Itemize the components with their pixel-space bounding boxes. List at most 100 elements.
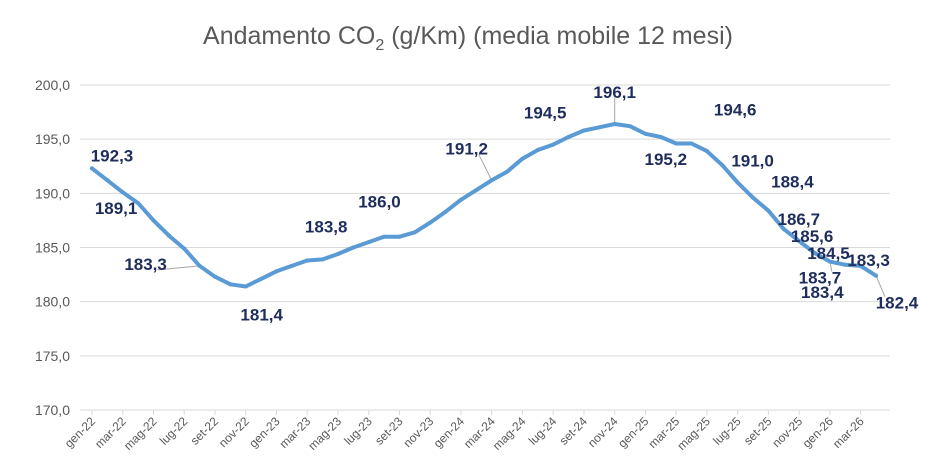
data-point: [566, 135, 571, 139]
x-tick-label: lug-24: [526, 414, 560, 448]
x-tick-label: gen-24: [431, 414, 468, 451]
y-tick-label: 185,0: [35, 240, 70, 256]
chart-title-main: Andamento CO: [203, 22, 375, 50]
x-tick-label: lug-22: [157, 414, 191, 448]
data-point: [228, 282, 233, 287]
data-label: 183,7: [799, 269, 842, 288]
data-point: [443, 209, 448, 214]
data-point: [259, 276, 264, 281]
data-point: [166, 233, 171, 238]
x-tick-label: set-24: [557, 414, 591, 448]
data-point: [628, 124, 632, 129]
x-tick-label: set-25: [741, 414, 775, 448]
data-point: [213, 274, 217, 279]
series-line: [90, 122, 878, 289]
x-tick-label: set-23: [372, 414, 406, 448]
data-point: [136, 201, 141, 206]
x-tick-label: mar-26: [830, 414, 867, 451]
data-point: [351, 245, 356, 250]
series-layer: [90, 122, 878, 289]
y-tick-label: 180,0: [35, 294, 70, 310]
y-tick-label: 175,0: [35, 348, 70, 364]
data-point: [827, 259, 832, 264]
y-tick-label: 190,0: [35, 185, 70, 201]
data-point: [735, 180, 740, 185]
x-tick-label: nov-22: [216, 414, 252, 450]
x-tick-label: mag-22: [121, 414, 160, 453]
data-point: [781, 227, 786, 232]
data-point: [320, 257, 325, 262]
x-tick-label: mag-24: [490, 414, 529, 453]
data-point: [243, 284, 248, 289]
data-point: [336, 252, 340, 256]
data-label: 191,0: [731, 152, 774, 171]
data-label: 196,1: [593, 83, 636, 102]
data-point: [874, 273, 878, 278]
x-tick-label: gen-23: [246, 414, 283, 451]
data-point: [751, 195, 755, 200]
leader-line: [157, 265, 200, 271]
leader-line: [875, 275, 886, 297]
chart-title-rest: (g/Km) (media mobile 12 mesi): [384, 22, 733, 50]
data-point: [289, 263, 294, 268]
data-label: 186,7: [778, 210, 821, 229]
chart-title-subscript: 2: [375, 37, 384, 54]
data-label: 182,4: [876, 294, 919, 313]
data-label: 181,4: [240, 306, 283, 325]
data-label: 191,2: [445, 139, 488, 158]
x-tick-label: set-22: [188, 414, 222, 448]
data-point: [658, 135, 663, 139]
data-point: [474, 188, 479, 193]
data-point: [120, 190, 125, 195]
x-tick-label: nov-23: [400, 414, 436, 450]
data-point: [382, 234, 387, 239]
data-point: [105, 178, 110, 183]
x-tick-label: mag-23: [305, 414, 344, 453]
x-tick-label: lug-25: [710, 414, 744, 448]
data-point: [643, 131, 648, 136]
data-point: [843, 262, 848, 267]
data-label: 192,3: [91, 146, 134, 165]
x-tick-label: gen-22: [62, 414, 99, 451]
data-label: 183,3: [847, 251, 890, 270]
data-point: [489, 178, 494, 183]
data-point: [458, 197, 463, 202]
data-label: 185,6: [791, 227, 834, 246]
data-point: [551, 142, 556, 147]
y-tick-label: 200,0: [35, 77, 70, 93]
data-point: [505, 169, 510, 174]
gridlines: [80, 84, 890, 411]
data-point: [812, 250, 817, 255]
y-tick-label: 170,0: [35, 402, 70, 418]
data-point: [674, 141, 679, 146]
data-point: [858, 263, 863, 268]
x-tick-label: mag-25: [674, 414, 713, 453]
data-point: [612, 122, 617, 126]
data-point: [597, 125, 602, 130]
data-point: [305, 258, 310, 263]
data-point: [90, 166, 94, 171]
data-point: [704, 149, 709, 154]
data-point: [520, 156, 525, 161]
data-label: 183,8: [305, 218, 348, 237]
data-point: [766, 208, 771, 213]
data-label: 186,0: [358, 193, 401, 212]
data-point: [366, 240, 371, 245]
x-tick-label: lug-23: [341, 414, 375, 448]
x-tick-label: gen-25: [615, 414, 652, 451]
y-tick-label: 195,0: [35, 131, 70, 147]
y-axis-ticks: 170,0 175,0 180,0 185,0 190,0 195,0 200,0: [35, 77, 70, 418]
data-point: [412, 230, 417, 235]
data-point: [535, 148, 540, 152]
data-point: [182, 246, 187, 251]
data-label: 189,1: [95, 199, 138, 218]
data-label: 194,6: [714, 101, 757, 120]
data-point: [197, 263, 202, 268]
data-point: [797, 239, 802, 243]
data-point: [720, 163, 725, 168]
data-point: [689, 141, 694, 146]
leader-lines: [157, 98, 886, 297]
data-label: 194,5: [524, 104, 567, 123]
data-label: 183,3: [124, 255, 167, 274]
